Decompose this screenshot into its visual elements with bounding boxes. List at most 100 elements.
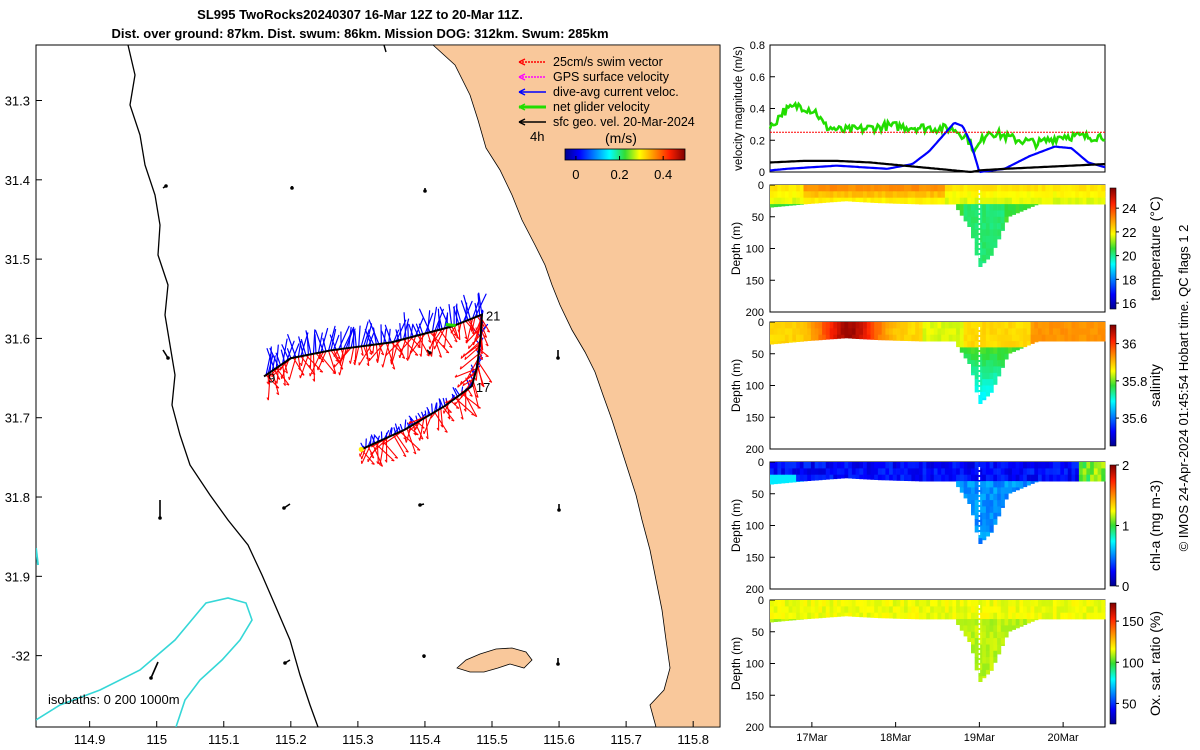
section-cell <box>877 462 882 469</box>
section-cell <box>1093 462 1098 469</box>
swim-vector-head <box>473 414 478 418</box>
section-cell <box>922 334 927 342</box>
section-cell <box>971 474 976 482</box>
section-cell <box>1034 468 1039 476</box>
track-day-marker: 9 <box>268 370 275 385</box>
section-cell <box>989 385 994 393</box>
geo-velocity-arrowhead <box>166 356 170 360</box>
section-cell <box>1078 612 1083 620</box>
swim-vector <box>361 447 367 460</box>
section-cell <box>881 600 886 607</box>
section-cell <box>825 328 830 336</box>
section-cell <box>1082 322 1087 329</box>
section-cell <box>814 191 819 198</box>
section-cell <box>1008 322 1013 329</box>
swim-vector-head <box>438 355 442 358</box>
current-velocity-vector <box>393 329 400 343</box>
section-cell <box>1019 341 1024 348</box>
swim-vector <box>410 336 421 348</box>
section-cell <box>989 487 994 495</box>
section-cell <box>918 334 923 342</box>
section-cell <box>837 197 842 202</box>
section-cell <box>784 341 789 344</box>
current-velocity-vector <box>478 292 483 316</box>
swim-vector-head <box>275 386 279 389</box>
section-cell <box>1064 468 1069 476</box>
swim-vector-head <box>371 463 375 465</box>
swim-vector-head <box>469 394 473 397</box>
section-cell <box>985 254 990 260</box>
section-cell <box>1019 197 1024 205</box>
section-cell <box>1004 328 1009 336</box>
section-colorbar-tick-label: 35.6 <box>1122 411 1147 426</box>
section-cell <box>956 341 961 348</box>
section-cell <box>1093 468 1098 476</box>
section-cell <box>796 334 801 342</box>
section-cell <box>1097 612 1102 620</box>
section-cell <box>937 474 942 482</box>
swim-vector-head <box>468 345 470 349</box>
swim-vector <box>406 428 417 455</box>
section-cell <box>941 191 946 198</box>
velocity-frame <box>769 44 1106 173</box>
section-cell <box>818 334 823 341</box>
section-cell <box>985 644 990 652</box>
swim-vector-head <box>425 436 429 440</box>
section-cell <box>985 334 990 342</box>
section-cell <box>1049 191 1054 198</box>
section-cell <box>1015 487 1020 491</box>
section-cell <box>810 612 815 619</box>
swim-vector-head <box>266 397 269 401</box>
section-cell <box>1052 612 1057 620</box>
section-cell <box>1015 210 1020 214</box>
swim-vector-head <box>420 437 424 440</box>
current-velocity-vector <box>330 328 337 351</box>
section-y-tick-label: 100 <box>746 381 764 393</box>
section-cell <box>978 625 983 633</box>
section-cell <box>982 235 987 243</box>
section-cell <box>930 197 935 205</box>
section-cell <box>1064 606 1069 614</box>
section-cell <box>773 191 778 198</box>
swim-vector <box>453 325 459 339</box>
section-cell <box>1011 328 1016 336</box>
section-cell <box>1097 322 1102 329</box>
section-y-tick-label: 0 <box>758 180 764 192</box>
section-cell <box>1086 322 1091 329</box>
section-cell <box>974 204 979 211</box>
section-cell <box>1023 197 1028 205</box>
section-cell <box>944 474 949 482</box>
section-cell <box>885 197 890 204</box>
section-cell <box>1097 197 1102 205</box>
section-cell <box>904 191 909 198</box>
section-cell <box>918 612 923 620</box>
section-cell <box>974 474 979 482</box>
section-cell <box>803 462 808 469</box>
swim-vector-head <box>426 354 430 357</box>
section-cell <box>889 600 894 607</box>
swim-vector-head <box>465 340 468 344</box>
section-cell <box>1090 612 1095 620</box>
section-cell <box>866 191 871 198</box>
map-x-tick-label: 115 <box>146 732 167 747</box>
swim-vector-head <box>301 373 305 376</box>
section-cell <box>807 334 812 341</box>
section-cell <box>926 197 931 205</box>
section-cell <box>993 625 998 633</box>
section-cell <box>1011 619 1016 626</box>
section-cell <box>777 204 782 207</box>
section-cell <box>985 379 990 386</box>
section-cell <box>922 600 927 607</box>
map-y-tick-label: 31.8 <box>5 490 30 505</box>
section-cell <box>1015 191 1020 198</box>
section-cell <box>985 525 990 533</box>
section-cell <box>1038 600 1043 607</box>
section-cell <box>1045 474 1050 482</box>
swim-vector <box>472 383 479 408</box>
section-cell <box>881 462 886 469</box>
section-cell <box>796 197 801 205</box>
section-cell <box>989 500 994 507</box>
section-cell <box>822 322 827 329</box>
swim-vector-head <box>405 450 409 453</box>
section-cell <box>974 468 979 476</box>
